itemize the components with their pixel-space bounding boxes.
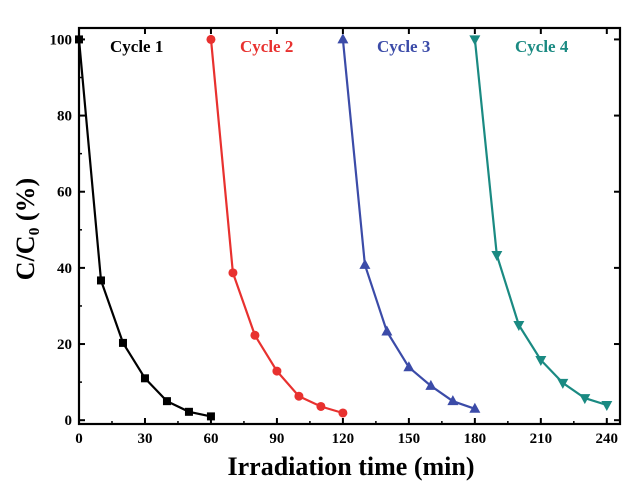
data-point	[184, 407, 193, 416]
series-1	[75, 35, 215, 421]
data-point	[228, 268, 238, 278]
series-label-4: Cycle 4	[515, 37, 569, 56]
data-point	[447, 395, 459, 406]
series-2	[206, 34, 348, 418]
series-line	[77, 39, 212, 418]
data-point	[337, 33, 349, 44]
y-tick-label: 100	[50, 32, 73, 48]
y-tick-label: 80	[57, 109, 72, 125]
series-label-3: Cycle 3	[377, 37, 430, 56]
x-tick-label: 0	[75, 431, 83, 447]
x-axis-title: Irradiation time (min)	[228, 452, 475, 481]
x-tick-label: 60	[203, 431, 218, 447]
series-3	[337, 33, 481, 413]
series-line	[209, 39, 344, 415]
data-point	[557, 378, 569, 389]
x-tick-label: 240	[596, 431, 619, 447]
data-point	[535, 356, 547, 367]
data-point	[513, 321, 525, 331]
x-tick-label: 120	[332, 431, 355, 447]
data-point	[206, 412, 215, 421]
x-tick-label: 90	[269, 431, 284, 447]
data-point	[294, 391, 304, 401]
series-layer	[75, 33, 613, 421]
data-point	[469, 35, 481, 46]
data-point	[316, 401, 326, 411]
data-point	[206, 34, 216, 44]
y-tick-label: 40	[57, 261, 72, 277]
data-point	[601, 400, 613, 411]
plot-frame	[77, 26, 622, 426]
data-point	[425, 379, 437, 390]
data-point	[140, 374, 149, 383]
data-point	[491, 250, 503, 261]
x-tick-label: 30	[137, 431, 152, 447]
y-tick-label: 0	[65, 413, 73, 429]
data-point	[338, 408, 348, 418]
series-label-2: Cycle 2	[240, 37, 293, 56]
data-point	[469, 402, 481, 413]
data-point	[96, 276, 105, 285]
data-point	[579, 394, 591, 405]
series-label-1: Cycle 1	[110, 37, 163, 56]
data-point	[250, 330, 260, 340]
y-axis-title: C/C₀ (%)	[11, 178, 40, 280]
series-line	[473, 39, 608, 407]
series-line	[341, 39, 476, 410]
plot-area	[77, 26, 622, 426]
data-point	[359, 258, 371, 269]
data-point	[403, 361, 415, 372]
y-tick-label: 20	[57, 337, 72, 353]
data-point	[272, 366, 282, 376]
legend-layer: Cycle 1 Cycle 2 Cycle 3 Cycle 4	[110, 37, 569, 56]
x-tick-label: 210	[530, 431, 553, 447]
data-point	[381, 325, 393, 336]
axes-layer: 0 30 60 90 120 150 180 210 240 0 20 40 60 80 100	[50, 28, 620, 447]
data-point	[162, 397, 171, 406]
x-tick-label: 180	[464, 431, 487, 447]
x-tick-label: 150	[398, 431, 421, 447]
series-4	[469, 35, 613, 411]
data-point	[118, 338, 127, 347]
y-tick-label: 60	[57, 185, 72, 201]
